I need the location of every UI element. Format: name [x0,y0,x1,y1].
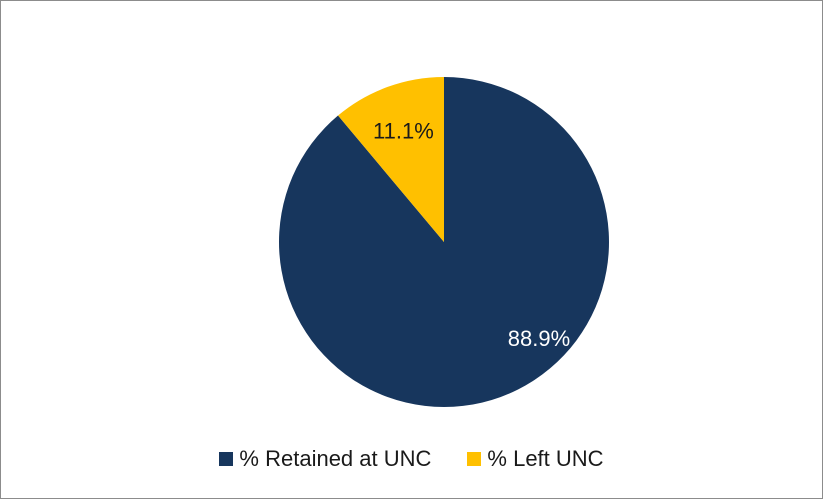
legend-swatch-retained [219,452,234,466]
legend-item-retained: % Retained at UNC [219,446,431,472]
legend: % Retained at UNC % Left UNC [0,446,823,472]
pie-slices [278,77,609,407]
legend-label-retained: % Retained at UNC [239,446,432,471]
pie-data-labels: 88.9% 11.1% [373,118,570,351]
legend-item-left: % Left UNC [467,446,604,472]
legend-label-left: % Left UNC [487,446,604,471]
pie-slice-left [338,77,444,242]
legend-swatch-left [467,452,482,466]
data-label-retained: 88.9% [508,326,570,351]
data-label-left: 11.1% [373,118,434,143]
